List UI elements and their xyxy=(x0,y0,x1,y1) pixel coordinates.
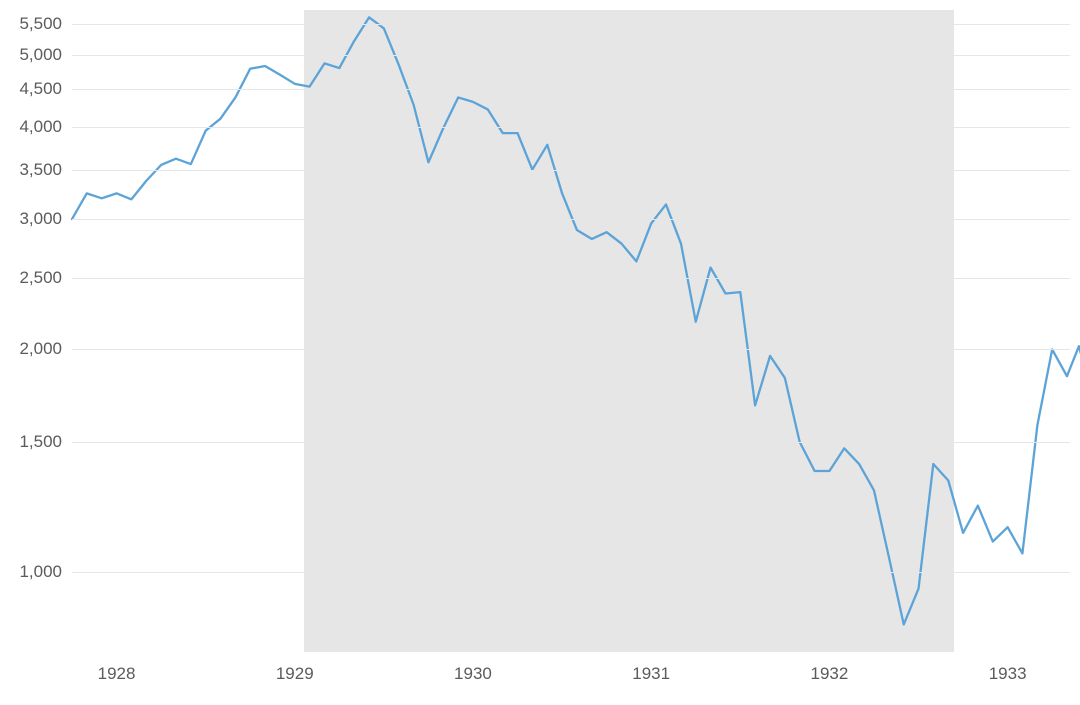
y-gridline xyxy=(72,24,1070,25)
y-gridline xyxy=(72,442,1070,443)
x-tick-label: 1932 xyxy=(810,664,848,684)
x-tick-label: 1930 xyxy=(454,664,492,684)
y-tick-label: 1,000 xyxy=(19,562,62,582)
y-gridline xyxy=(72,572,1070,573)
x-tick-label: 1931 xyxy=(632,664,670,684)
y-tick-label: 4,500 xyxy=(19,79,62,99)
y-tick-label: 1,500 xyxy=(19,432,62,452)
y-gridline xyxy=(72,170,1070,171)
y-gridline xyxy=(72,55,1070,56)
y-gridline xyxy=(72,89,1070,90)
y-tick-label: 5,500 xyxy=(19,14,62,34)
y-gridline xyxy=(72,278,1070,279)
line-chart: 1,000 1,500 2,000 2,500 3,000 3,500 4,000 4,500… xyxy=(0,0,1080,705)
y-tick-label: 4,000 xyxy=(19,117,62,137)
series-line xyxy=(72,17,1080,624)
chart-svg xyxy=(0,0,1080,705)
y-tick-label: 2,500 xyxy=(19,268,62,288)
x-tick-label: 1928 xyxy=(98,664,136,684)
y-gridline xyxy=(72,219,1070,220)
y-tick-label: 3,000 xyxy=(19,209,62,229)
y-tick-label: 5,000 xyxy=(19,45,62,65)
y-gridline xyxy=(72,349,1070,350)
x-tick-label: 1933 xyxy=(989,664,1027,684)
y-tick-label: 2,000 xyxy=(19,339,62,359)
y-tick-label: 3,500 xyxy=(19,160,62,180)
y-gridline xyxy=(72,127,1070,128)
x-tick-label: 1929 xyxy=(276,664,314,684)
